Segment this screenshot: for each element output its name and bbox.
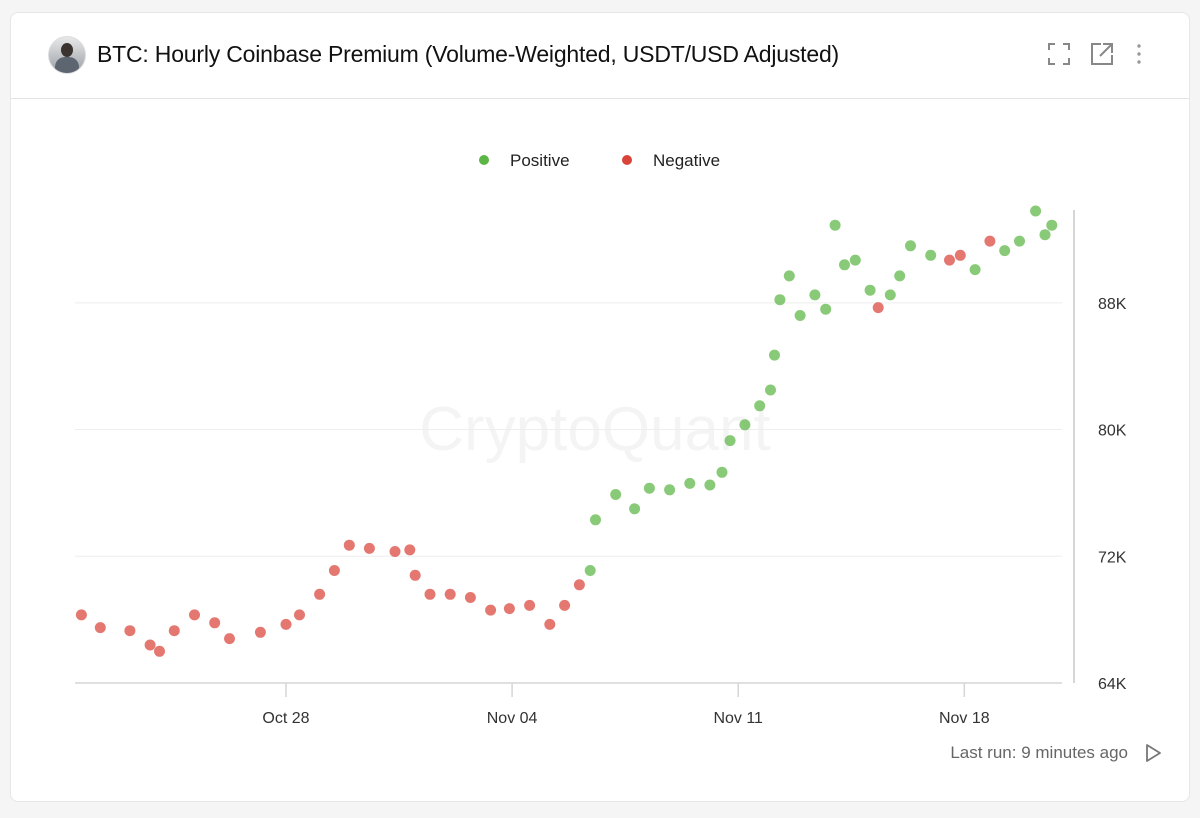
data-point-positive bbox=[716, 466, 728, 478]
fullscreen-icon[interactable] bbox=[1046, 41, 1072, 67]
avatar bbox=[48, 36, 86, 74]
data-point-negative bbox=[209, 617, 221, 629]
data-point-positive bbox=[1014, 235, 1025, 247]
data-point-negative bbox=[573, 579, 585, 591]
chart-title: BTC: Hourly Coinbase Premium (Volume-Wei… bbox=[97, 41, 840, 67]
data-point-positive bbox=[999, 245, 1011, 257]
card-header: BTC: Hourly Coinbase Premium (Volume-Wei… bbox=[11, 13, 1189, 99]
data-point-negative bbox=[124, 625, 136, 637]
x-tick-label: Nov 11 bbox=[713, 710, 763, 727]
data-point-positive bbox=[590, 514, 601, 526]
data-point-negative bbox=[189, 609, 200, 621]
data-point-negative bbox=[485, 604, 497, 616]
y-tick-label: 80K bbox=[1098, 423, 1127, 440]
data-point-positive bbox=[1046, 219, 1058, 231]
data-point-positive bbox=[829, 219, 841, 231]
data-point-positive bbox=[884, 289, 896, 301]
chart-card: BTC: Hourly Coinbase Premium (Volume-Wei… bbox=[10, 12, 1190, 802]
y-tick-label: 72K bbox=[1098, 549, 1127, 566]
external-link-icon[interactable] bbox=[1089, 41, 1115, 67]
data-point-positive bbox=[754, 400, 766, 412]
y-tick-label: 88K bbox=[1098, 296, 1127, 313]
x-tick-label: Nov 18 bbox=[939, 710, 990, 727]
data-point-positive bbox=[1039, 229, 1051, 241]
data-point-positive bbox=[820, 303, 832, 315]
data-point-positive bbox=[610, 489, 622, 500]
data-point-positive bbox=[1030, 205, 1042, 217]
data-point-negative bbox=[872, 302, 884, 314]
data-point-positive bbox=[684, 477, 696, 489]
x-tick-label: Nov 04 bbox=[487, 710, 538, 727]
data-point-negative bbox=[280, 618, 292, 630]
data-point-positive bbox=[783, 270, 795, 282]
data-point-positive bbox=[724, 435, 736, 447]
data-point-negative bbox=[224, 633, 235, 645]
data-point-positive bbox=[769, 349, 780, 361]
data-point-positive bbox=[629, 503, 641, 515]
more-vertical-icon[interactable] bbox=[1133, 41, 1145, 67]
data-point-negative bbox=[424, 588, 436, 600]
data-point-negative bbox=[314, 588, 326, 600]
data-point-positive bbox=[864, 284, 876, 296]
data-point-negative bbox=[464, 592, 476, 603]
data-point-negative bbox=[503, 603, 515, 615]
legend-marker-positive bbox=[479, 155, 489, 165]
data-point-negative bbox=[954, 249, 966, 261]
data-point-negative bbox=[444, 588, 456, 600]
data-point-positive bbox=[925, 249, 937, 261]
data-point-negative bbox=[294, 609, 305, 621]
data-point-positive bbox=[969, 264, 981, 276]
data-point-negative bbox=[168, 625, 180, 637]
legend: Positive Negative bbox=[479, 151, 720, 170]
data-point-positive bbox=[905, 240, 916, 252]
legend-label-positive: Positive bbox=[510, 151, 570, 170]
data-point-negative bbox=[154, 645, 165, 657]
data-point-negative bbox=[944, 254, 955, 266]
data-point-positive bbox=[704, 479, 716, 491]
data-point-negative bbox=[524, 599, 536, 611]
data-point-positive bbox=[809, 289, 821, 301]
data-point-negative bbox=[404, 544, 416, 556]
data-point-negative bbox=[363, 542, 375, 554]
data-point-negative bbox=[144, 639, 156, 651]
data-point-positive bbox=[794, 310, 806, 321]
data-point-positive bbox=[839, 259, 850, 271]
data-point-negative bbox=[328, 565, 340, 576]
legend-label-negative: Negative bbox=[653, 151, 720, 170]
data-point-negative bbox=[343, 539, 355, 551]
play-icon[interactable] bbox=[1142, 742, 1164, 764]
data-point-negative bbox=[409, 569, 421, 581]
data-point-negative bbox=[544, 618, 556, 630]
data-point-positive bbox=[765, 384, 776, 396]
legend-marker-negative bbox=[622, 155, 632, 165]
data-point-negative bbox=[94, 622, 106, 634]
data-point-negative bbox=[254, 626, 266, 638]
x-tick-label: Oct 28 bbox=[262, 710, 309, 727]
data-point-positive bbox=[584, 565, 596, 576]
last-run-text: Last run: 9 minutes ago bbox=[950, 743, 1128, 762]
data-point-negative bbox=[984, 235, 996, 247]
data-point-positive bbox=[894, 270, 906, 282]
data-point-positive bbox=[739, 419, 751, 431]
data-point-positive bbox=[849, 254, 861, 266]
y-tick-label: 64K bbox=[1098, 676, 1127, 693]
data-point-negative bbox=[559, 599, 571, 611]
data-point-positive bbox=[643, 482, 655, 494]
data-point-positive bbox=[774, 294, 786, 306]
data-point-positive bbox=[664, 484, 676, 496]
data-point-negative bbox=[75, 609, 87, 621]
data-point-negative bbox=[389, 546, 401, 557]
